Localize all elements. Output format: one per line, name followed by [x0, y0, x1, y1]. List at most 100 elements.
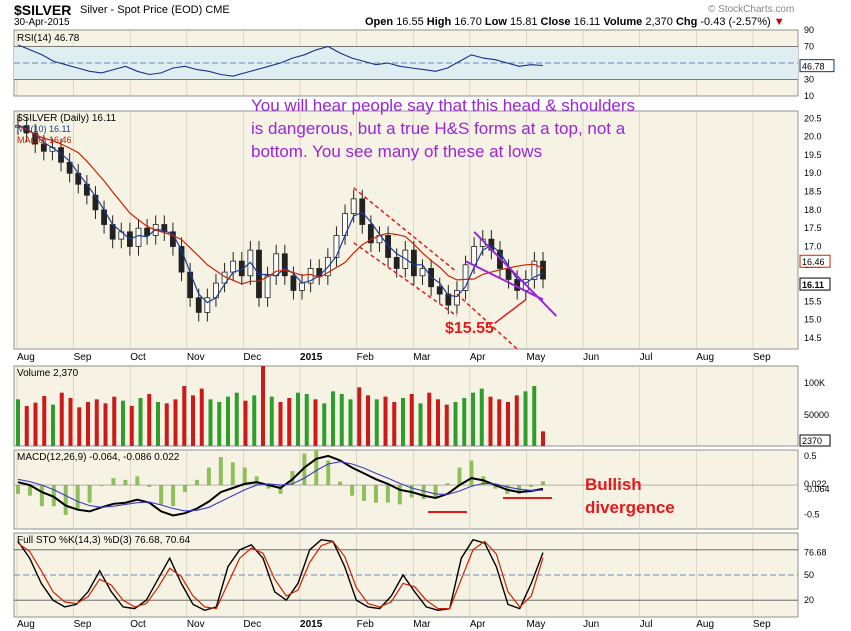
panel-macd	[13, 449, 799, 530]
macd-histogram-bar	[350, 485, 355, 496]
volume-bar	[121, 400, 125, 446]
price-y-tick: 17.5	[804, 223, 822, 233]
volume-bar	[436, 399, 440, 446]
macd-line	[17, 454, 544, 517]
ma10-line	[17, 125, 544, 304]
volume-bar	[156, 402, 160, 446]
price-y-tick: 18.5	[804, 187, 822, 197]
wedge-lower-line	[465, 260, 544, 301]
volume-bar	[392, 402, 397, 446]
macd-y-tick: -0.064	[804, 484, 830, 494]
volume-bar	[374, 399, 379, 446]
price-candle	[299, 282, 305, 291]
macd-histogram-bar	[159, 485, 164, 505]
macd-histogram-bar	[51, 485, 56, 507]
price-candle	[230, 260, 237, 273]
volume-bar	[217, 402, 222, 446]
volume-bar	[541, 431, 545, 446]
x-tick-label-bottom: Nov	[187, 619, 205, 630]
volume-last-label: 2370	[802, 436, 822, 446]
price-candle	[385, 235, 391, 258]
x-tick-label: Feb	[357, 352, 375, 363]
macd-histogram-bar	[218, 457, 223, 486]
chart-date: 30-Apr-2015	[14, 17, 70, 28]
price-candle	[367, 224, 374, 244]
volume-bar	[287, 398, 292, 446]
volume-bar	[24, 406, 29, 446]
macd-histogram-bar	[529, 485, 534, 487]
volume-bar	[68, 398, 73, 446]
x-tick-label: Aug	[17, 352, 35, 363]
price-level-pointer	[494, 298, 527, 324]
panel-vol	[13, 365, 799, 447]
rsi-line	[17, 44, 544, 77]
x-tick-label: Dec	[243, 352, 261, 363]
sto-y-tick: 50	[804, 570, 814, 580]
volume-bar	[191, 395, 195, 446]
x-tick-label: Apr	[470, 352, 486, 363]
signal-line	[17, 461, 544, 512]
macd-histogram-bar	[75, 485, 80, 510]
price-candle	[462, 264, 469, 291]
price-candle	[445, 293, 452, 306]
volume-bar	[16, 399, 20, 446]
price-candle	[144, 227, 150, 236]
volume-bar	[129, 406, 134, 446]
macd-histogram-bar	[254, 476, 259, 486]
volume-bar	[261, 366, 265, 446]
wedge-upper-line	[473, 231, 558, 317]
macd-histogram-bar	[457, 467, 462, 486]
price-title: $SILVER (Daily) 16.11	[17, 113, 117, 124]
sto-d-line	[17, 540, 544, 610]
macd-histogram-bar	[266, 485, 271, 489]
macd-histogram-bar	[362, 485, 367, 501]
macd-histogram-bar	[242, 467, 247, 486]
rsi-title: RSI(14) 46.78	[17, 33, 80, 44]
volume-bar	[401, 398, 405, 446]
x-tick-label: Mar	[413, 352, 431, 363]
volume-bar	[173, 399, 178, 446]
x-tick-label: Aug	[696, 352, 714, 363]
channel-lower-line	[353, 242, 458, 317]
volume-bar	[33, 402, 38, 446]
x-tick-label: May	[526, 352, 545, 363]
rsi-y-tick: 30	[804, 75, 814, 85]
price-candle	[178, 246, 185, 273]
volume-bar	[313, 399, 318, 446]
macd-histogram-bar	[326, 460, 331, 486]
volume-bar	[304, 394, 309, 446]
macd-histogram-bar	[278, 485, 283, 494]
price-candle	[281, 253, 288, 277]
volume-bar	[112, 396, 117, 446]
volume-bar	[77, 407, 82, 446]
price-candle	[40, 143, 47, 152]
price-candle	[531, 260, 538, 280]
macd-title: MACD(12,26,9) -0.064, -0.086 0.022	[17, 452, 180, 463]
x-tick-label-bottom: Jul	[640, 619, 653, 630]
volume-bar	[252, 395, 257, 446]
x-tick-label-bottom: Dec	[243, 619, 261, 630]
macd-histogram-bar	[135, 476, 140, 486]
x-tick-label: Sep	[753, 352, 771, 363]
volume-bar	[147, 394, 152, 446]
x-tick-label: Oct	[130, 352, 146, 363]
volume-bar	[348, 399, 353, 446]
macd-histogram-bar	[433, 485, 438, 498]
volume-bar	[479, 388, 484, 446]
volume-bar	[488, 396, 493, 446]
price-candle	[66, 161, 73, 174]
macd-histogram-bar	[493, 485, 498, 489]
macd-histogram-bar	[314, 450, 319, 486]
macd-histogram-bar	[123, 479, 128, 486]
divergence-label: divergence	[585, 498, 675, 517]
price-last-label: 16.11	[802, 280, 824, 290]
x-tick-label-bottom: May	[526, 619, 545, 630]
volume-bar	[331, 391, 335, 446]
x-tick-label: Nov	[187, 352, 205, 363]
macd-y-tick: 0.022	[804, 479, 827, 489]
volume-y-tick: 100K	[804, 378, 825, 388]
symbol-description: Silver - Spot Price (EOD) CME	[80, 4, 230, 16]
volume-bar	[103, 403, 108, 446]
volume-bar	[42, 396, 47, 446]
